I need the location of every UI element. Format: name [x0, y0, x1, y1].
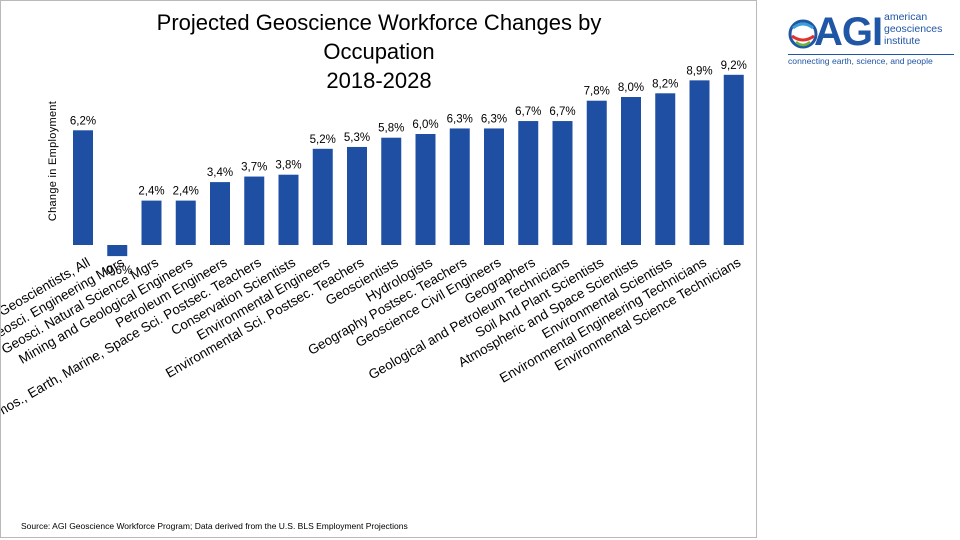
value-label-14: 6,7% — [515, 106, 541, 118]
value-label-2: -0,6% — [102, 265, 132, 277]
value-label-5: 3,4% — [207, 167, 233, 179]
value-label-12: 6,3% — [447, 113, 473, 125]
bar-7 — [278, 174, 299, 245]
chart-title-line-2: Occupation — [323, 39, 434, 64]
value-label-19: 8,9% — [686, 65, 712, 77]
bar-6 — [244, 176, 265, 245]
bar-3 — [141, 200, 162, 245]
logo-line-3: institute — [884, 35, 921, 47]
bar-11 — [415, 134, 436, 245]
value-labels: 6,2% -0,6% 2,4% 2,4% 3,4% 3,7% 3,8% 5,2% 5,3% 5,8… — [70, 60, 747, 277]
value-label-6: 3,7% — [241, 162, 267, 174]
chart: Projected Geoscience Workforce Changes b… — [1, 10, 747, 531]
agi-globe-icon — [788, 19, 818, 49]
value-label-1: 6,2% — [70, 115, 96, 127]
bar-9 — [347, 146, 367, 245]
logo-wordmark: AGI — [814, 10, 883, 54]
value-label-3: 2,4% — [138, 186, 164, 198]
bar-5 — [210, 182, 230, 245]
bar-12 — [449, 128, 470, 245]
y-axis-label: Change in Employment — [47, 101, 59, 221]
bar-20 — [723, 74, 744, 245]
bar-15 — [552, 121, 573, 245]
agi-logo: AGI american geosciences institute conne… — [788, 8, 954, 68]
logo-tagline: connecting earth, science, and people — [788, 54, 954, 66]
bars — [73, 74, 744, 257]
bar-10 — [381, 137, 402, 245]
value-label-10: 5,8% — [378, 123, 404, 135]
source-note: Source: AGI Geoscience Workforce Program… — [21, 521, 408, 531]
chart-frame: Projected Geoscience Workforce Changes b… — [0, 0, 757, 538]
value-label-8: 5,2% — [310, 134, 336, 146]
value-label-16: 7,8% — [584, 86, 610, 98]
value-label-15: 6,7% — [549, 106, 575, 118]
bar-4 — [175, 200, 196, 245]
value-label-20: 9,2% — [721, 60, 747, 72]
chart-title: Projected Geoscience Workforce Changes b… — [157, 10, 602, 93]
value-label-7: 3,8% — [275, 160, 301, 172]
value-label-4: 2,4% — [173, 186, 199, 198]
logo-org-name: american geosciences institute — [884, 11, 942, 47]
logo-line-2: geosciences — [884, 23, 943, 35]
bar-17 — [621, 97, 641, 245]
value-label-11: 6,0% — [412, 119, 438, 131]
bar-18 — [655, 93, 676, 245]
logo-line-1: american — [884, 11, 928, 23]
chart-title-line-3: 2018-2028 — [326, 68, 431, 93]
value-label-9: 5,3% — [344, 132, 370, 144]
bar-16 — [586, 100, 607, 245]
bar-14 — [518, 121, 539, 245]
bar-19 — [689, 80, 710, 245]
bar-8 — [312, 148, 333, 245]
value-label-18: 8,2% — [652, 78, 678, 90]
bar-13 — [484, 128, 504, 245]
bar-1 — [73, 130, 93, 245]
value-label-13: 6,3% — [481, 113, 507, 125]
value-label-17: 8,0% — [618, 82, 644, 94]
bar-2 — [107, 245, 128, 257]
chart-title-line-1: Projected Geoscience Workforce Changes b… — [157, 10, 602, 35]
